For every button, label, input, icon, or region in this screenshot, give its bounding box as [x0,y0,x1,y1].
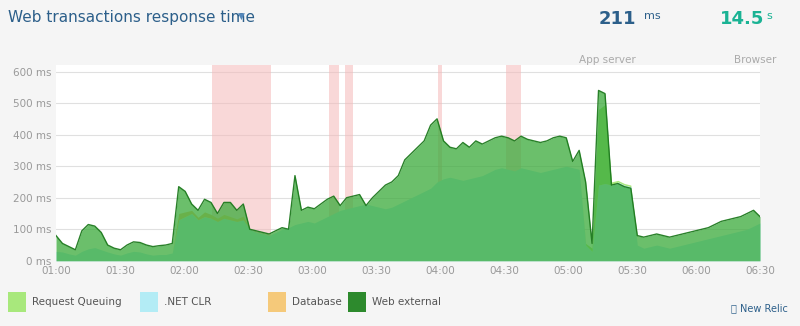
Bar [8,292,26,312]
Text: ms: ms [644,11,661,22]
Text: Database: Database [292,297,342,307]
Bar [268,292,286,312]
Text: Browser: Browser [734,55,776,66]
Text: Web transactions response time: Web transactions response time [8,10,255,25]
Bar [329,65,339,261]
Text: ▼: ▼ [238,11,245,21]
Text: App server: App server [579,55,636,66]
Bar [212,65,270,261]
Text: Request Queuing: Request Queuing [32,297,122,307]
Text: 211: 211 [598,10,636,28]
Text: Ⓝ New Relic: Ⓝ New Relic [731,303,788,313]
Text: Web external: Web external [372,297,441,307]
Text: 14.5: 14.5 [720,10,764,28]
Bar [438,65,442,261]
Text: s: s [766,11,772,22]
Bar [348,292,366,312]
Bar [345,65,353,261]
Bar [140,292,158,312]
Bar [506,65,521,261]
Text: .NET CLR: .NET CLR [164,297,211,307]
